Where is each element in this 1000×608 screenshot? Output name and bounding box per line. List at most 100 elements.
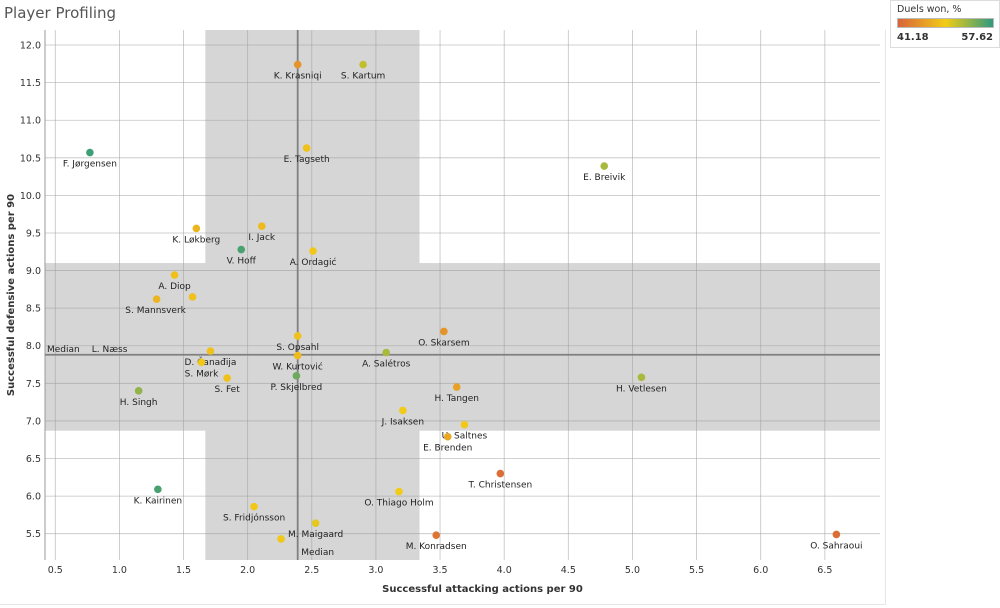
data-point <box>292 372 301 380</box>
chart-panel <box>0 30 886 605</box>
point-label: V. Hoff <box>227 257 257 267</box>
point-label: A. Diop <box>158 282 191 292</box>
data-point <box>600 162 609 170</box>
x-tick-label: 0.5 <box>48 565 63 576</box>
data-point <box>188 293 197 301</box>
data-point <box>170 271 179 279</box>
x-tick-label: 6.5 <box>817 565 832 576</box>
point-label: S. Mørk <box>185 369 219 379</box>
y-tick-label: 7.0 <box>26 416 41 427</box>
data-point <box>395 487 403 496</box>
y-tick-label: 6.0 <box>26 492 41 503</box>
point-label: M. Maigaard <box>288 530 343 540</box>
point-label: K. Krasniqi <box>274 72 322 82</box>
point-label: O. Sahraoui <box>810 541 862 551</box>
point-label: I. Jack <box>248 233 275 243</box>
data-point <box>250 502 258 511</box>
data-point <box>496 469 505 478</box>
legend-gradient-bar <box>897 18 994 28</box>
point-label: S. Kartum <box>341 72 385 82</box>
x-tick-label: 4.0 <box>497 565 512 576</box>
data-point <box>293 351 302 360</box>
data-point <box>452 383 461 391</box>
data-point <box>302 144 311 152</box>
data-point <box>432 531 441 539</box>
x-tick-label: 1.5 <box>176 565 191 576</box>
data-point <box>192 224 201 233</box>
x-tick-label: 3.5 <box>432 565 447 576</box>
data-point <box>223 374 231 382</box>
y-tick-label: 9.5 <box>26 228 41 239</box>
x-tick-label: 5.0 <box>625 565 640 576</box>
point-label: M. Konradsen <box>406 542 467 552</box>
point-label: T. Christensen <box>467 481 532 491</box>
point-label: S. Opsahl <box>276 343 319 353</box>
data-point <box>134 387 143 395</box>
point-label: F. Jørgensen <box>63 160 117 170</box>
data-point <box>197 358 206 367</box>
point-label: E. Brenden <box>423 444 472 454</box>
x-tick-label: 2.5 <box>304 565 319 576</box>
point-label: S. Mannsverk <box>125 306 186 316</box>
point-label: H. Singh <box>120 398 158 408</box>
legend-min-value: 41.18 <box>897 32 929 43</box>
data-point <box>443 432 452 441</box>
data-point <box>382 348 390 357</box>
point-label: J. Isaksen <box>381 417 424 427</box>
data-point <box>293 60 302 69</box>
y-tick-label: 9.0 <box>26 266 41 277</box>
data-point <box>152 295 161 303</box>
point-label: D. Čanađija <box>185 356 237 368</box>
legend-title: Duels won, % <box>897 4 962 15</box>
data-point <box>311 519 320 527</box>
point-label: S. Fet <box>215 385 241 395</box>
y-tick-label: 8.0 <box>26 341 41 352</box>
y-tick-label: 11.5 <box>20 78 41 89</box>
point-label: A. Salétros <box>362 359 411 370</box>
point-label: Median <box>47 345 80 355</box>
data-point <box>206 347 215 355</box>
point-label: P. Skjelbred <box>271 383 323 393</box>
data-point <box>399 406 407 415</box>
x-tick-label: 3.0 <box>368 565 383 576</box>
data-point <box>440 327 448 336</box>
point-label: H. Tangen <box>434 394 479 404</box>
data-point <box>359 60 367 69</box>
x-axis-title: Successful attacking actions per 90 <box>382 584 583 595</box>
x-tick-label: 6.0 <box>753 565 768 576</box>
point-label: K. Løkberg <box>172 235 220 245</box>
x-tick-label: 5.5 <box>689 565 704 576</box>
point-label: O. Skarsem <box>418 338 469 348</box>
point-label: E. Breivik <box>583 173 626 183</box>
y-tick-label: 6.5 <box>26 454 41 465</box>
point-label: E. Tagseth <box>284 155 330 165</box>
data-point <box>154 485 162 494</box>
scatter-chart[interactable]: 0.5 1.0 1.5 2.0 2.5 3.0 3.5 4.0 4.5 5.0 5.5 6.0 6.5 5… <box>0 0 886 605</box>
x-tick-label: 1.0 <box>112 565 127 576</box>
y-tick-label: 10.5 <box>20 153 41 164</box>
data-point <box>237 245 246 254</box>
color-legend[interactable]: Duels won, % 41.18 57.62 <box>890 0 1000 48</box>
y-tick-label: 7.5 <box>26 379 41 390</box>
point-label: U. Saltnes <box>442 432 488 442</box>
y-tick-label: 12.0 <box>20 41 41 52</box>
data-point <box>832 530 841 539</box>
data-point <box>293 332 302 340</box>
data-point <box>277 535 285 543</box>
data-point <box>637 373 646 382</box>
data-point <box>460 420 469 429</box>
point-label: W. Kurtović <box>273 362 323 373</box>
point-label: A. Ordagić <box>290 257 337 268</box>
horizontal-median-band <box>45 263 880 431</box>
point-label: O. Thiago Holm <box>364 499 433 509</box>
x-tick-label: 2.0 <box>240 565 255 576</box>
y-tick-label: 11.0 <box>20 116 41 127</box>
point-label: H. Vetlesen <box>616 384 667 394</box>
data-point <box>309 247 317 255</box>
y-axis-title: Successful defensive actions per 90 <box>6 194 17 396</box>
y-tick-label: 10.0 <box>20 191 41 202</box>
point-label: L. Næss <box>92 345 128 355</box>
point-label: K. Kairinen <box>134 496 183 506</box>
median-x-label: Median <box>301 548 334 558</box>
y-tick-label: 8.5 <box>26 304 41 315</box>
